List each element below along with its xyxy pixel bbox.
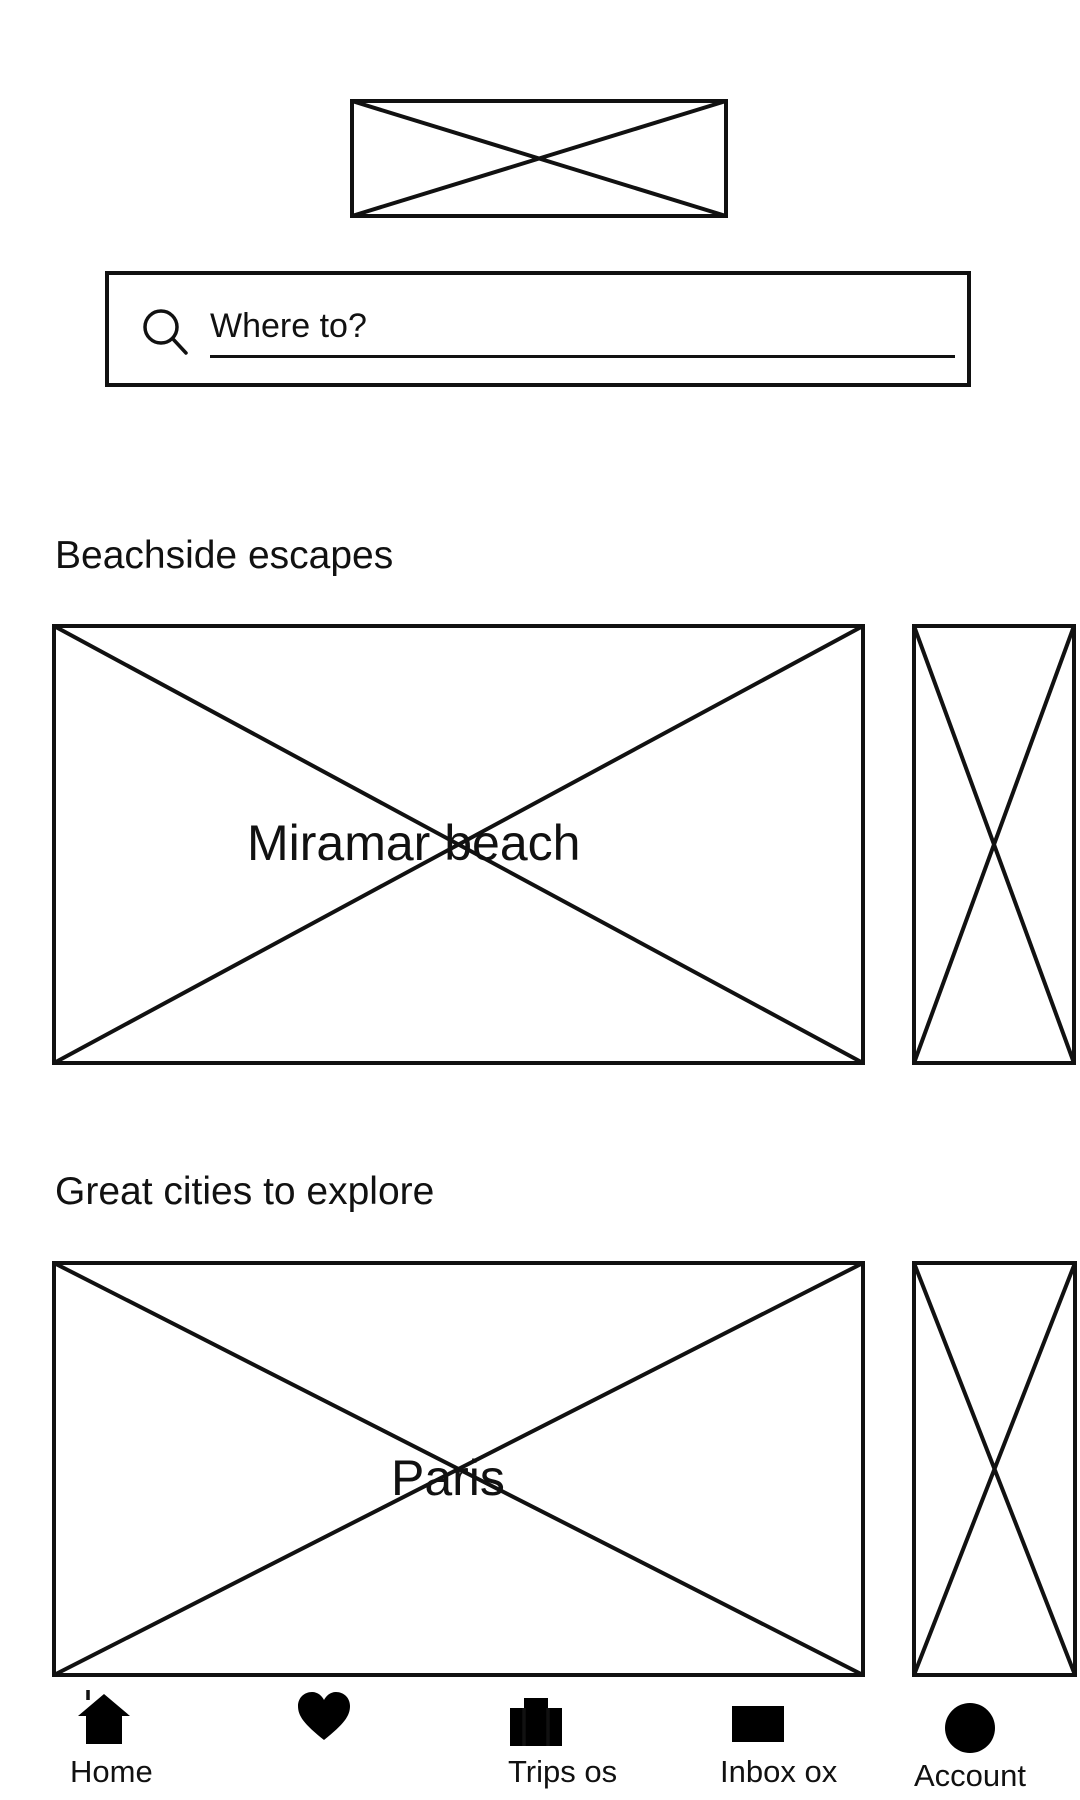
home-icon bbox=[78, 1690, 130, 1744]
logo-placeholder bbox=[350, 99, 728, 218]
featured-card-miramar-beach[interactable] bbox=[52, 624, 865, 1065]
search-icon[interactable] bbox=[140, 306, 190, 356]
nav-label-inbox: Inbox ox bbox=[720, 1754, 838, 1789]
mail-icon bbox=[732, 1706, 784, 1742]
section-title-cities: Great cities to explore bbox=[55, 1170, 435, 1213]
next-card-beachside[interactable] bbox=[912, 624, 1076, 1065]
user-circle-icon bbox=[945, 1703, 995, 1753]
search-bar[interactable] bbox=[105, 271, 971, 387]
nav-label-account: Account bbox=[914, 1758, 1027, 1793]
nav-label-trips: Trips os bbox=[508, 1754, 618, 1789]
nav-label-home: Home bbox=[70, 1754, 153, 1789]
card-label-miramar-beach: Miramar beach bbox=[247, 815, 581, 871]
card-label-paris: Paris bbox=[391, 1450, 505, 1506]
section-title-beachside: Beachside escapes bbox=[55, 534, 394, 577]
next-card-cities[interactable] bbox=[912, 1261, 1077, 1677]
nav-item-inbox[interactable]: Inbox ox bbox=[718, 1694, 858, 1794]
nav-item-home[interactable]: Home bbox=[60, 1688, 160, 1794]
nav-item-trips[interactable]: Trips os bbox=[500, 1694, 630, 1794]
nav-item-favorites[interactable] bbox=[290, 1688, 360, 1758]
featured-card-paris[interactable] bbox=[52, 1261, 865, 1677]
heart-icon bbox=[298, 1692, 350, 1740]
suitcase-icon bbox=[510, 1698, 562, 1746]
nav-item-account[interactable]: Account bbox=[912, 1698, 1052, 1794]
search-input[interactable] bbox=[210, 306, 955, 358]
